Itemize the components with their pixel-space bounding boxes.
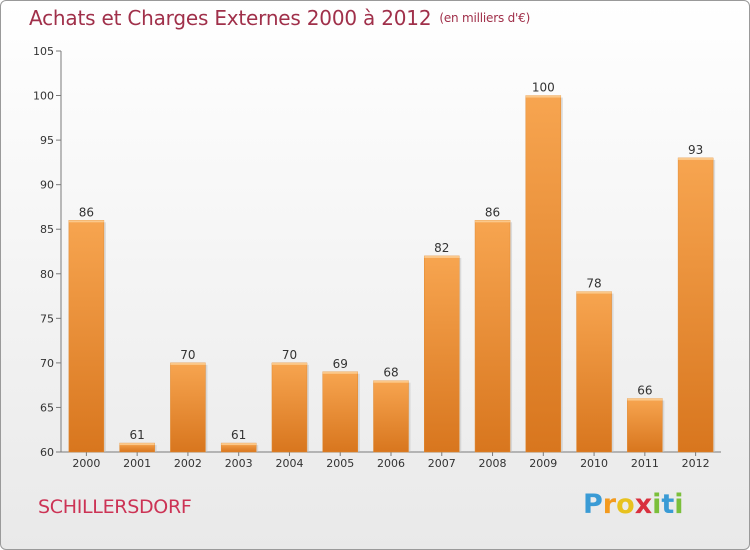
y-tick-label: 85 [40, 223, 54, 236]
chart-title: Achats et Charges Externes 2000 à 2012 (e… [29, 6, 530, 30]
data-label: 70 [282, 348, 297, 362]
x-tick-label: 2002 [174, 457, 202, 470]
bar-2006 [373, 380, 409, 453]
y-tick-label: 80 [40, 268, 54, 281]
data-label: 69 [333, 357, 348, 371]
x-tick-label: 2003 [225, 457, 253, 470]
x-tick-label: 2004 [275, 457, 303, 470]
data-label: 93 [688, 143, 703, 157]
data-label: 61 [231, 428, 246, 442]
bars [68, 95, 716, 453]
y-tick-label: 90 [40, 179, 54, 192]
logo-letter: i [652, 489, 662, 520]
data-label: 82 [434, 241, 449, 255]
chart-unit: (en milliers d'€) [439, 11, 531, 25]
x-tick-label: 2000 [72, 457, 100, 470]
bar-2008 [474, 220, 511, 453]
bar-highlight [475, 220, 511, 223]
logo-letter: P [583, 489, 603, 520]
x-tick-label: 2011 [631, 457, 659, 470]
bar-2012 [677, 157, 714, 453]
data-label: 68 [383, 366, 398, 380]
logo-letter: t [661, 489, 675, 520]
data-label: 61 [130, 428, 145, 442]
bar-highlight [576, 291, 612, 294]
y-tick-label: 100 [33, 90, 54, 103]
bar-highlight [373, 380, 409, 383]
data-label: 86 [485, 205, 500, 219]
bar-2007 [424, 255, 460, 453]
logo-letter: x [634, 489, 653, 520]
bar-2002 [170, 362, 206, 453]
logo-letter: r [602, 489, 617, 520]
bar-highlight [322, 371, 358, 374]
x-tick-label: 2008 [479, 457, 507, 470]
x-tick-label: 2009 [529, 457, 557, 470]
data-label: 100 [532, 81, 555, 95]
y-tick-label: 60 [40, 446, 54, 459]
data-labels: 86 61 70 61 70 69 68 82 86 100 78 66 93 [79, 81, 704, 443]
axes: 60 65 70 75 80 85 90 95 100 105 2000 2001 2002 2003 20… [33, 45, 721, 470]
bar-2011 [627, 398, 663, 453]
bar-highlight [119, 443, 155, 446]
x-tick-label: 2010 [580, 457, 608, 470]
y-tick-label: 75 [40, 312, 54, 325]
bar-highlight [678, 157, 714, 160]
bar-2000 [68, 220, 105, 453]
commune-name: SCHILLERSDORF [38, 496, 192, 518]
data-label: 66 [637, 384, 652, 398]
bar-highlight [271, 362, 307, 365]
logo-letter: i [674, 489, 684, 520]
bar-highlight [627, 398, 663, 401]
y-tick-label: 95 [40, 134, 54, 147]
bar-2009 [525, 95, 562, 453]
x-tick-label: 2006 [377, 457, 405, 470]
bar-2010 [576, 291, 612, 453]
bar-highlight [170, 362, 206, 365]
y-tick-label: 105 [33, 45, 54, 58]
bar-2004 [271, 362, 308, 453]
y-tick-label: 70 [40, 357, 54, 370]
data-label: 70 [180, 348, 195, 362]
proxiti-logo[interactable]: Proxiti [583, 489, 684, 520]
logo-letter: o [616, 489, 635, 520]
x-tick-label: 2007 [428, 457, 456, 470]
chart-title-text: Achats et Charges Externes 2000 à 2012 [29, 6, 432, 30]
bar-highlight [424, 255, 460, 258]
data-label: 86 [79, 205, 94, 219]
bar-highlight [68, 220, 104, 223]
x-tick-label: 2001 [123, 457, 151, 470]
x-tick-label: 2012 [682, 457, 710, 470]
bar-highlight [525, 95, 561, 98]
bar-2005 [322, 371, 358, 453]
y-tick-label: 65 [40, 401, 54, 414]
x-tick-label: 2005 [326, 457, 354, 470]
data-label: 78 [586, 277, 601, 291]
bar-highlight [221, 443, 257, 446]
